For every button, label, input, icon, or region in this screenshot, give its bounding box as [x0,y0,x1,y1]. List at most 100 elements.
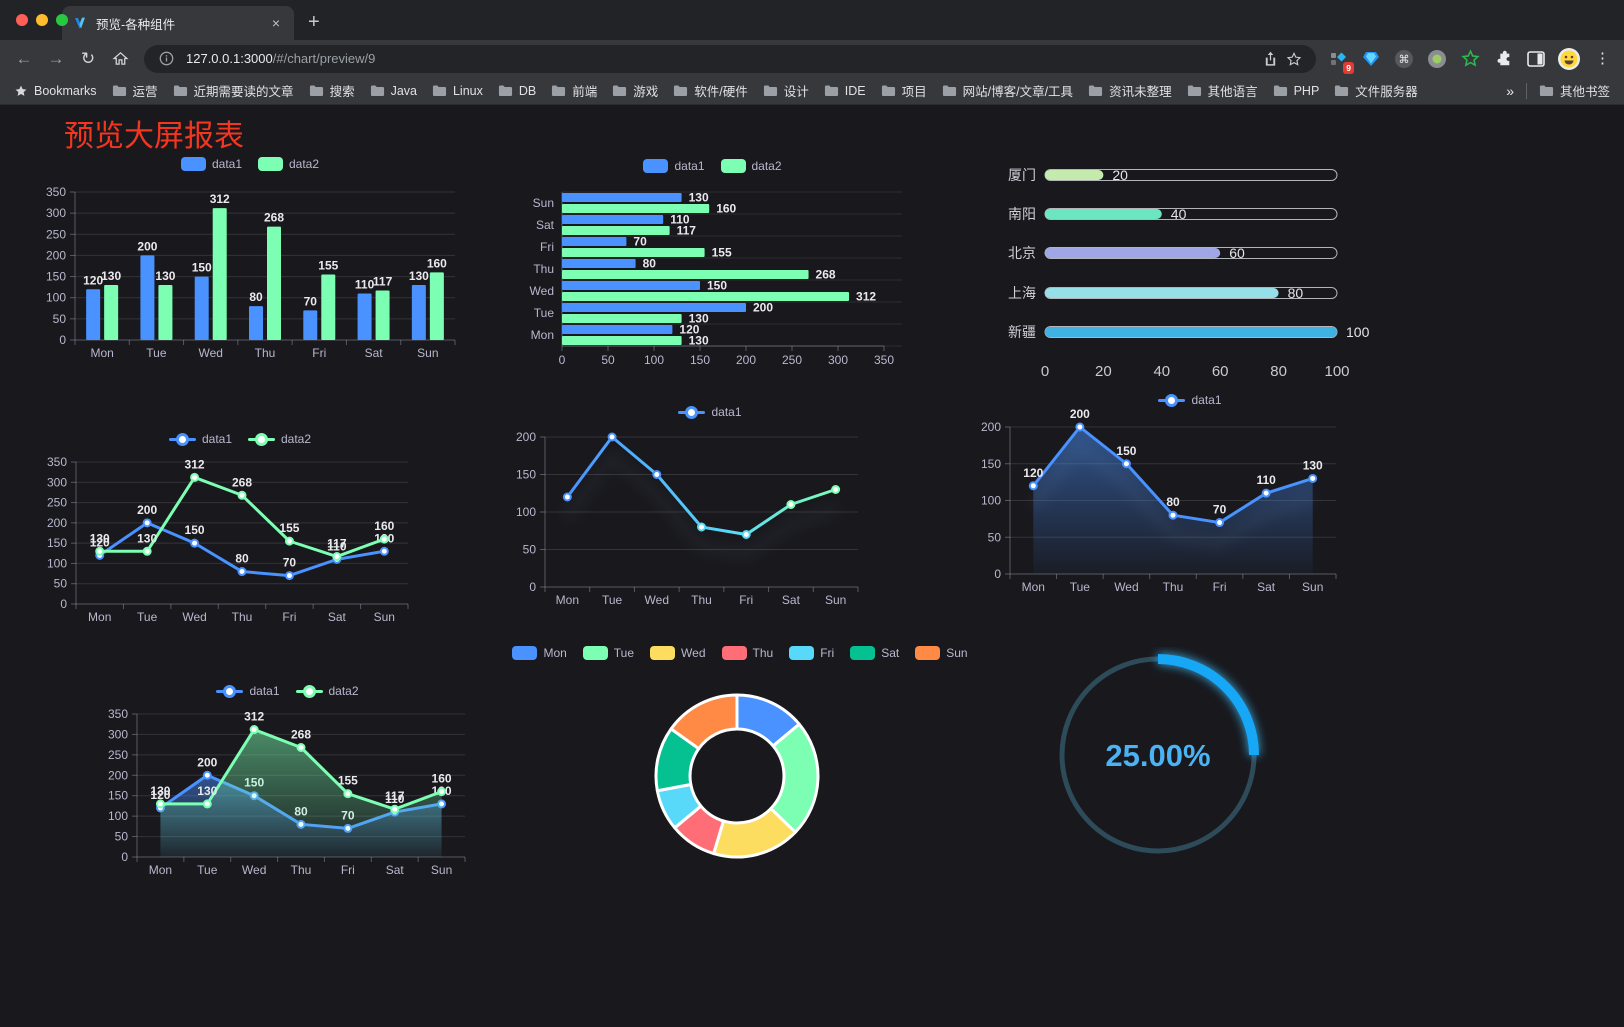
line-chart-canvas: 0 50 100 150 200 250 300 350 Mon Tue Wed Thu Fri Sat S… [108,707,466,877]
bookmark-folder-item[interactable]: 文件服务器 [1334,81,1418,100]
home-button[interactable] [106,45,134,73]
window-close-button[interactable] [16,14,28,26]
other-bookmarks-item[interactable]: 其他书签 [1539,81,1610,100]
legend-line-marker [168,432,196,446]
bookmark-folder-item[interactable]: 项目 [881,81,927,100]
profile-avatar[interactable] [1557,47,1581,71]
legend-marker [720,159,746,173]
svg-text:120: 120 [90,535,110,549]
reload-button[interactable]: ↻ [80,48,96,68]
series-data2: 130 130 312 268 155 117 160 [562,202,876,348]
site-info-icon[interactable] [154,47,178,71]
folder-icon [552,85,566,97]
bookmark-folder-item[interactable]: 前端 [551,81,597,100]
legend-item-Tue[interactable]: Tue [582,646,634,660]
svg-text:Wed: Wed [530,284,554,298]
window-minimize-button[interactable] [36,14,48,26]
svg-text:130: 130 [689,312,709,326]
series-data1: 120 200 150 80 70 110 130 [83,239,429,340]
legend-line-marker [248,432,275,446]
svg-text:Sun: Sun [825,593,846,607]
side-panel-icon[interactable] [1524,47,1548,71]
bookmark-folder-item[interactable]: 游戏 [612,81,658,100]
browser-tab[interactable]: 预览-各种组件 × [62,6,294,40]
chart-legend: Mon Tue Wed Thu Fri Sat Sun [512,646,968,660]
bookmark-folder-item[interactable]: 网站/博客/文章/工具 [942,81,1073,100]
legend-item-Mon[interactable]: Mon [512,646,567,660]
svg-text:130: 130 [689,334,709,348]
extension-badge: 9 [1343,61,1354,74]
legend-item-data2[interactable]: data2 [248,432,311,446]
svg-text:60: 60 [1229,245,1245,261]
svg-text:Thu: Thu [291,863,312,877]
legend-item-data1[interactable]: data1 [1158,393,1222,407]
bookmark-folder-item[interactable]: 软件/硬件 [673,81,748,100]
window-zoom-button[interactable] [56,14,68,26]
menu-kebab-icon[interactable]: ⋮ [1595,50,1610,67]
extension-command-icon[interactable]: ⌘ [1392,47,1416,71]
svg-text:70: 70 [633,235,647,249]
legend-item-data1[interactable]: data1 [216,684,280,698]
donut-chart: Mon Tue Wed Thu Fri Sat Sun [512,640,968,905]
gauge-canvas: 25.00% [1059,654,1259,854]
legend-item-data1[interactable]: data1 [678,405,742,419]
back-button[interactable]: ← [15,48,33,68]
svg-text:Sat: Sat [782,593,801,607]
series-data2: 130 130 312 268 155 117 160 [101,192,447,340]
bookmark-folders: 运营 近期需要读的文章 搜索 Java Linux DB 前端 游戏 软件/硬件 设计 IDE 项目网… [112,81,1418,100]
bookmark-folder-item[interactable]: 近期需要读的文章 [173,81,294,100]
extension-record-icon[interactable] [1425,47,1449,71]
bookmark-folder-item[interactable]: Java [370,81,417,100]
legend-item-Thu[interactable]: Thu [721,646,773,660]
bookmark-folder-item[interactable]: IDE [824,81,866,100]
legend-item-Sun[interactable]: Sun [915,646,968,660]
legend-item-data2[interactable]: data2 [720,159,782,173]
bookmark-folder-item[interactable]: 资讯未整理 [1088,81,1172,100]
svg-text:70: 70 [283,556,297,570]
new-tab-button[interactable]: + [308,11,320,33]
bookmarks-manager-item[interactable]: Bookmarks [14,84,97,98]
extension-star-icon[interactable] [1458,47,1482,71]
star-icon [15,85,27,96]
svg-text:200: 200 [137,239,157,253]
legend-item-data2[interactable]: data2 [295,684,359,698]
legend-item-data1[interactable]: data1 [168,432,232,446]
dual-line-chart: 0 50 100 150 200 250 300 350 Mon Tue Wed Thu Fri Sat S… [30,427,450,637]
legend-item-data1[interactable]: data1 [180,157,242,171]
url-bar[interactable]: 127.0.0.1:3000/#/chart/preview/9 [144,44,1316,73]
forward-button[interactable]: → [47,48,65,68]
bookmark-folder-item[interactable]: PHP [1273,81,1319,100]
series-data2: 130 130 312 268 155 117 160 [90,457,395,562]
legend-item-Sat[interactable]: Sat [850,646,899,660]
bookmark-folder-item[interactable]: 其他语言 [1187,81,1258,100]
bookmark-folder-item[interactable]: Linux [432,81,483,100]
legend-item-data1[interactable]: data1 [643,159,705,173]
bookmark-star-icon[interactable] [1282,47,1306,71]
svg-text:300: 300 [108,727,128,741]
bookmarks-label: Bookmarks [34,83,97,98]
bookmarks-bar: Bookmarks 运营 近期需要读的文章 搜索 Java Linux DB 前端 游戏 软件/… [0,77,1624,105]
chart-legend: data1 [980,393,1400,407]
legend-item-Fri[interactable]: Fri [789,646,834,660]
area-line-chart: 0 50 100 150 200 Mon Tue Wed Thu Fri Sat Sun 120 200 1… [980,390,1400,598]
svg-text:20: 20 [1112,167,1128,183]
bookmark-folder-item[interactable]: 搜索 [309,81,355,100]
tab-close-icon[interactable]: × [271,15,280,31]
extension-gem-icon[interactable] [1359,47,1383,71]
legend-item-data2[interactable]: data2 [258,157,319,171]
svg-text:厦门: 厦门 [1008,167,1036,183]
svg-text:268: 268 [291,728,311,742]
bookmark-folder-item[interactable]: DB [498,81,536,100]
bookmark-folder-item[interactable]: 运营 [112,81,158,100]
folder-icon [942,85,956,97]
puzzle-extensions-icon[interactable] [1491,47,1515,71]
svg-text:100: 100 [644,353,664,367]
folder-icon [763,85,777,97]
share-icon[interactable] [1258,47,1282,71]
line-chart-canvas: 0 50 100 150 200 250 300 350 Mon Tue Wed Thu Fri Sat S… [47,455,409,624]
gauge-chart: 25.00% [1048,647,1268,867]
bookmarks-overflow-chevron[interactable]: » [1506,82,1514,99]
legend-item-Wed[interactable]: Wed [650,646,706,660]
extension-grid-icon[interactable]: 9 [1326,47,1354,74]
bookmark-folder-item[interactable]: 设计 [763,81,809,100]
